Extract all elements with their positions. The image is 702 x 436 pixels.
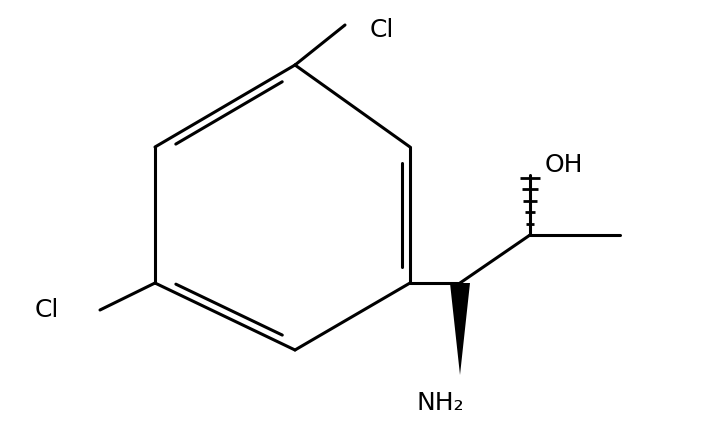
Text: Cl: Cl bbox=[370, 18, 395, 42]
Text: NH₂: NH₂ bbox=[416, 391, 464, 415]
Text: OH: OH bbox=[545, 153, 583, 177]
Text: Cl: Cl bbox=[35, 298, 60, 322]
Polygon shape bbox=[450, 283, 470, 375]
